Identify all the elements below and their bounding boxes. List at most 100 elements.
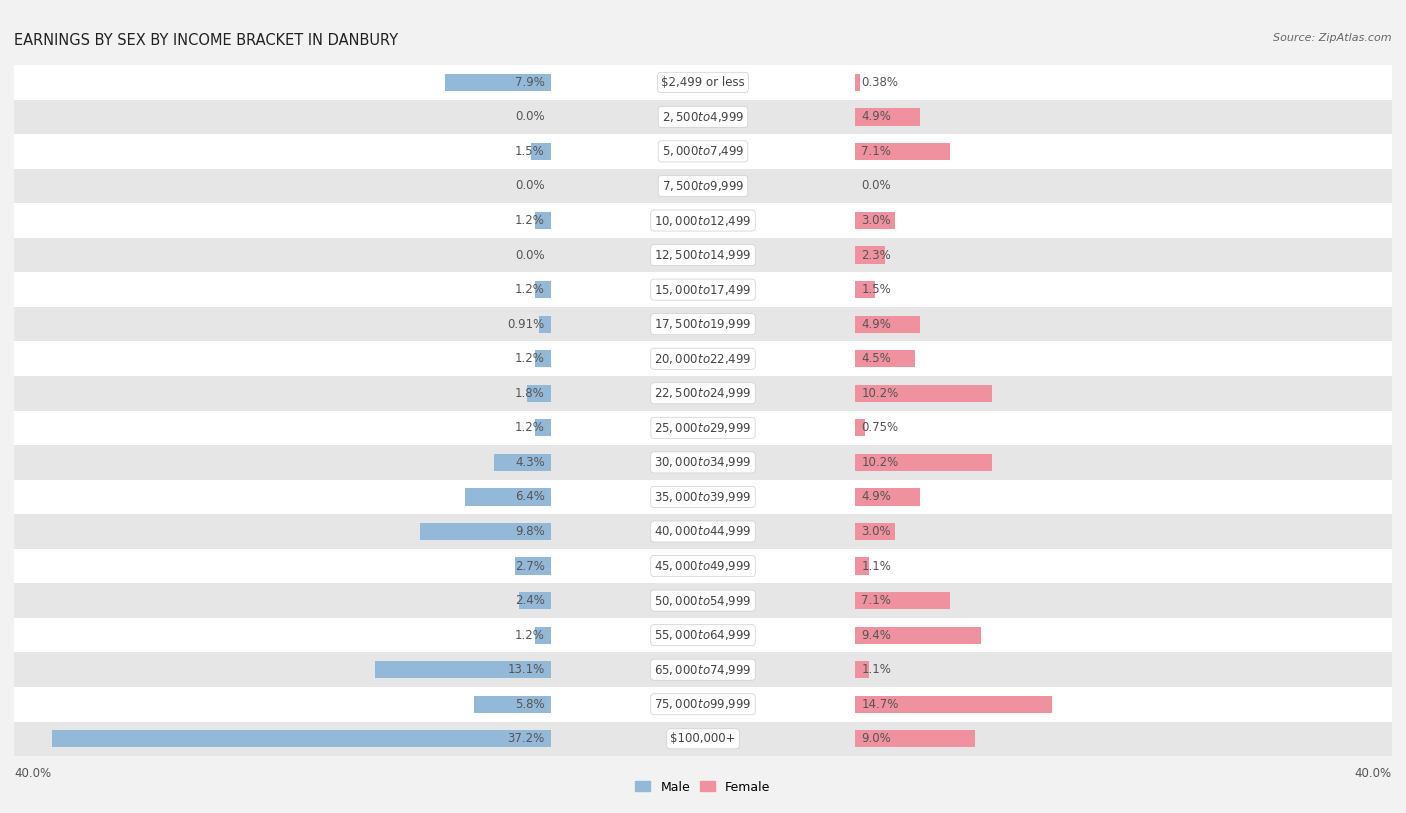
Bar: [551, 549, 855, 583]
Text: 14.7%: 14.7%: [862, 698, 898, 711]
Bar: [855, 281, 875, 298]
Text: $75,000 to $99,999: $75,000 to $99,999: [654, 698, 752, 711]
Text: 0.38%: 0.38%: [862, 76, 898, 89]
Text: 40.0%: 40.0%: [14, 767, 51, 780]
Text: 10.2%: 10.2%: [862, 387, 898, 400]
Text: 0.0%: 0.0%: [515, 111, 544, 124]
Text: $55,000 to $64,999: $55,000 to $64,999: [654, 628, 752, 642]
Text: 4.9%: 4.9%: [862, 490, 891, 503]
Text: $15,000 to $17,499: $15,000 to $17,499: [654, 283, 752, 297]
Text: 13.1%: 13.1%: [508, 663, 544, 676]
Bar: [855, 411, 1392, 445]
Bar: [855, 687, 1392, 722]
Text: 3.0%: 3.0%: [862, 525, 891, 538]
Bar: [855, 627, 981, 644]
Bar: [855, 65, 1392, 99]
Text: $12,500 to $14,999: $12,500 to $14,999: [654, 248, 752, 262]
Text: $100,000+: $100,000+: [671, 733, 735, 746]
Bar: [551, 237, 855, 272]
Text: 2.7%: 2.7%: [515, 559, 544, 572]
Text: $35,000 to $39,999: $35,000 to $39,999: [654, 490, 752, 504]
Text: 2.4%: 2.4%: [515, 594, 544, 607]
Bar: [855, 168, 1392, 203]
Bar: [855, 558, 869, 575]
Bar: [536, 350, 551, 367]
Text: 5.8%: 5.8%: [515, 698, 544, 711]
Text: 9.4%: 9.4%: [862, 628, 891, 641]
Bar: [551, 272, 855, 307]
Text: $2,499 or less: $2,499 or less: [661, 76, 745, 89]
Bar: [855, 549, 1392, 583]
Bar: [465, 489, 551, 506]
Text: $65,000 to $74,999: $65,000 to $74,999: [654, 663, 752, 676]
Text: 1.8%: 1.8%: [515, 387, 544, 400]
Text: $45,000 to $49,999: $45,000 to $49,999: [654, 559, 752, 573]
Text: 9.8%: 9.8%: [515, 525, 544, 538]
Bar: [855, 246, 886, 263]
Bar: [855, 652, 1392, 687]
Bar: [551, 583, 855, 618]
Bar: [855, 134, 1392, 168]
Bar: [474, 696, 551, 713]
Text: $40,000 to $44,999: $40,000 to $44,999: [654, 524, 752, 538]
Text: 37.2%: 37.2%: [508, 733, 544, 746]
Text: 0.0%: 0.0%: [862, 180, 891, 193]
Bar: [536, 212, 551, 229]
Text: $17,500 to $19,999: $17,500 to $19,999: [654, 317, 752, 331]
Bar: [855, 618, 1392, 652]
Bar: [855, 341, 1392, 376]
Bar: [855, 420, 865, 437]
Bar: [855, 454, 991, 471]
Bar: [14, 583, 551, 618]
Text: 1.5%: 1.5%: [515, 145, 544, 158]
Bar: [536, 420, 551, 437]
Bar: [855, 74, 859, 91]
Text: $25,000 to $29,999: $25,000 to $29,999: [654, 421, 752, 435]
Text: 1.1%: 1.1%: [862, 559, 891, 572]
Bar: [519, 592, 551, 609]
Bar: [855, 730, 976, 747]
Bar: [14, 65, 551, 99]
Bar: [14, 445, 551, 480]
Bar: [446, 74, 551, 91]
Bar: [855, 143, 950, 160]
Bar: [551, 722, 855, 756]
Text: $2,500 to $4,999: $2,500 to $4,999: [662, 110, 744, 124]
Bar: [855, 350, 915, 367]
Bar: [855, 445, 1392, 480]
Text: 4.3%: 4.3%: [515, 456, 544, 469]
Bar: [855, 212, 894, 229]
Bar: [551, 65, 855, 99]
Text: 4.9%: 4.9%: [862, 318, 891, 331]
Bar: [551, 411, 855, 445]
Text: 1.2%: 1.2%: [515, 214, 544, 227]
Bar: [855, 514, 1392, 549]
Bar: [551, 687, 855, 722]
Bar: [536, 281, 551, 298]
Bar: [375, 661, 551, 678]
Text: 7.1%: 7.1%: [862, 594, 891, 607]
Bar: [551, 618, 855, 652]
Text: 1.1%: 1.1%: [862, 663, 891, 676]
Text: 1.2%: 1.2%: [515, 421, 544, 434]
Bar: [551, 134, 855, 168]
Text: 1.2%: 1.2%: [515, 352, 544, 365]
Bar: [551, 514, 855, 549]
Bar: [14, 203, 551, 237]
Bar: [52, 730, 551, 747]
Text: 4.5%: 4.5%: [862, 352, 891, 365]
Bar: [531, 143, 551, 160]
Bar: [14, 272, 551, 307]
Text: Source: ZipAtlas.com: Source: ZipAtlas.com: [1274, 33, 1392, 42]
Text: $50,000 to $54,999: $50,000 to $54,999: [654, 593, 752, 607]
Bar: [14, 168, 551, 203]
Text: $30,000 to $34,999: $30,000 to $34,999: [654, 455, 752, 469]
Bar: [14, 99, 551, 134]
Bar: [551, 445, 855, 480]
Text: $22,500 to $24,999: $22,500 to $24,999: [654, 386, 752, 400]
Text: EARNINGS BY SEX BY INCOME BRACKET IN DANBURY: EARNINGS BY SEX BY INCOME BRACKET IN DAN…: [14, 33, 398, 47]
Bar: [855, 99, 1392, 134]
Text: 0.91%: 0.91%: [508, 318, 544, 331]
Bar: [551, 652, 855, 687]
Text: 40.0%: 40.0%: [1355, 767, 1392, 780]
